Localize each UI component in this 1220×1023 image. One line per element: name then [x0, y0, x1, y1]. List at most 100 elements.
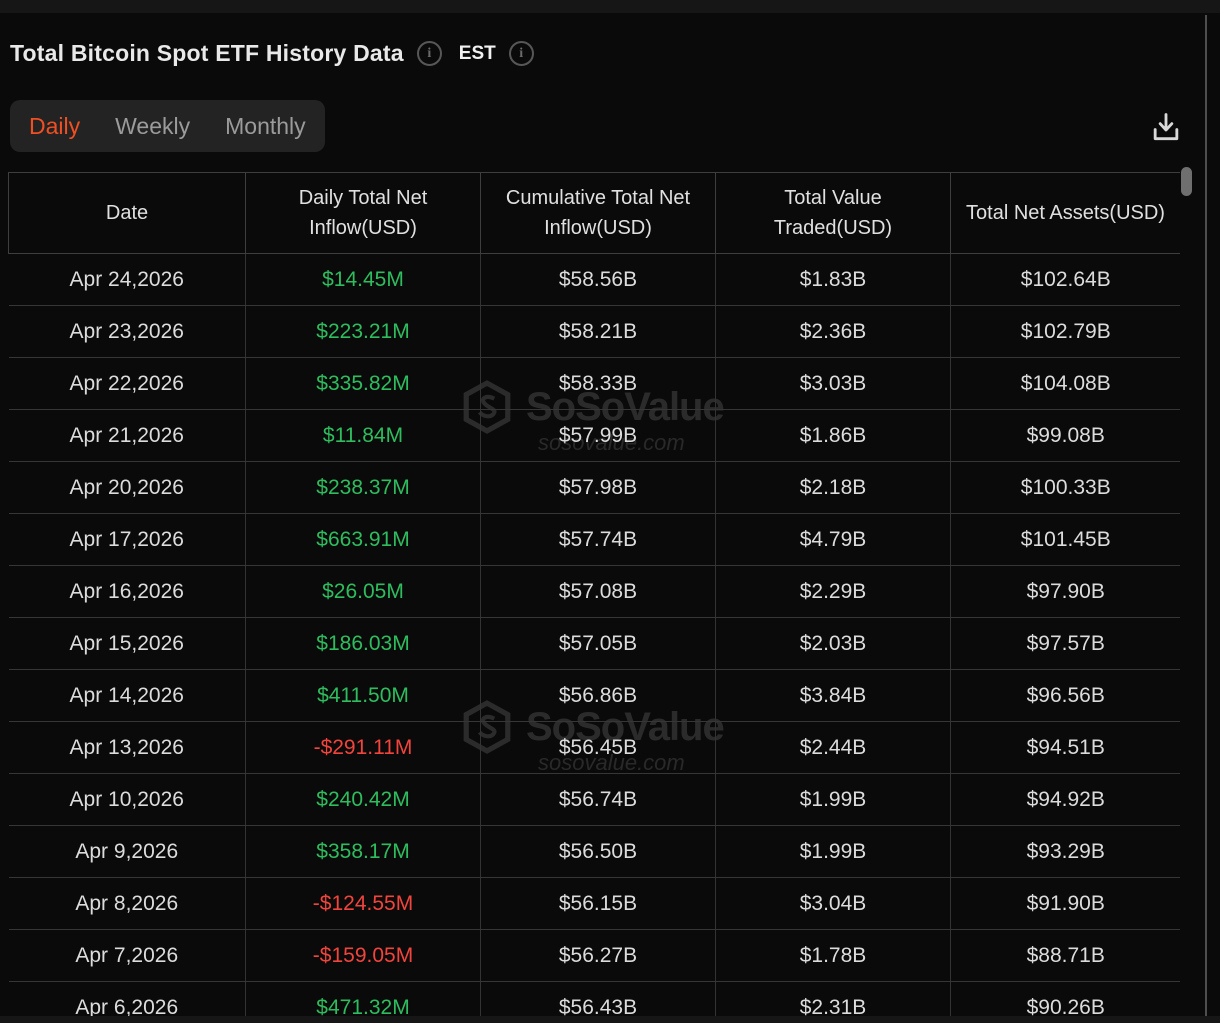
cell-date: Apr 7,2026 [8, 929, 246, 982]
cell-date: Apr 13,2026 [8, 721, 246, 774]
cell-daily-net-inflow: $11.84M [245, 409, 481, 462]
cell-value-traded: $2.36B [715, 305, 951, 358]
cell-value-traded: $2.44B [715, 721, 951, 774]
cell-value-traded: $2.31B [715, 981, 951, 1016]
cell-value-traded: $1.78B [715, 929, 951, 982]
cell-net-assets: $102.79B [950, 305, 1180, 358]
cell-daily-net-inflow: $335.82M [245, 357, 481, 410]
cell-cumulative-net-inflow: $56.27B [480, 929, 716, 982]
cell-daily-net-inflow: $240.42M [245, 773, 481, 826]
table-row: Apr 20,2026 $238.37M $57.98B $2.18B $100.33B [8, 461, 1180, 514]
cell-date: Apr 16,2026 [8, 565, 246, 618]
table-row: Apr 16,2026 $26.05M $57.08B $2.29B $97.90B [8, 565, 1180, 618]
cell-cumulative-net-inflow: $57.98B [480, 461, 716, 514]
column-header-daily-net-inflow: Daily Total Net Inflow(USD) [245, 172, 481, 254]
cell-date: Apr 21,2026 [8, 409, 246, 462]
tab-daily[interactable]: Daily [29, 112, 81, 139]
panel-header: Total Bitcoin Spot ETF History Data i ES… [10, 40, 534, 67]
cell-date: Apr 14,2026 [8, 669, 246, 722]
cell-daily-net-inflow: $14.45M [245, 253, 481, 306]
cell-cumulative-net-inflow: $57.08B [480, 565, 716, 618]
cell-cumulative-net-inflow: $58.33B [480, 357, 716, 410]
cell-value-traded: $1.99B [715, 773, 951, 826]
cell-value-traded: $3.84B [715, 669, 951, 722]
download-button[interactable] [1144, 103, 1188, 151]
cell-net-assets: $99.08B [950, 409, 1180, 462]
cell-value-traded: $2.18B [715, 461, 951, 514]
cell-net-assets: $97.57B [950, 617, 1180, 670]
table-row: Apr 7,2026 -$159.05M $56.27B $1.78B $88.71B [8, 929, 1180, 982]
cell-cumulative-net-inflow: $56.45B [480, 721, 716, 774]
table-row: Apr 21,2026 $11.84M $57.99B $1.86B $99.08B [8, 409, 1180, 462]
download-icon [1153, 113, 1179, 141]
cell-date: Apr 10,2026 [8, 773, 246, 826]
tab-monthly[interactable]: Monthly [225, 112, 306, 139]
table-row: Apr 14,2026 $411.50M $56.86B $3.84B $96.56B [8, 669, 1180, 722]
table-row: Apr 9,2026 $358.17M $56.50B $1.99B $93.29B [8, 825, 1180, 878]
cell-value-traded: $2.03B [715, 617, 951, 670]
cell-daily-net-inflow: -$159.05M [245, 929, 481, 982]
cell-daily-net-inflow: $411.50M [245, 669, 481, 722]
cell-date: Apr 22,2026 [8, 357, 246, 410]
column-header-date: Date [8, 172, 246, 254]
table-row: Apr 22,2026 $335.82M $58.33B $3.03B $104.08B [8, 357, 1180, 410]
table-body: Apr 24,2026 $14.45M $58.56B $1.83B $102.64B A… [8, 253, 1180, 1016]
cell-daily-net-inflow: $26.05M [245, 565, 481, 618]
cell-cumulative-net-inflow: $58.56B [480, 253, 716, 306]
cell-net-assets: $93.29B [950, 825, 1180, 878]
cell-daily-net-inflow: $223.21M [245, 305, 481, 358]
table-row: Apr 8,2026 -$124.55M $56.15B $3.04B $91.90B [8, 877, 1180, 930]
cell-cumulative-net-inflow: $56.43B [480, 981, 716, 1016]
cell-cumulative-net-inflow: $56.50B [480, 825, 716, 878]
cell-daily-net-inflow: $238.37M [245, 461, 481, 514]
cell-net-assets: $90.26B [950, 981, 1180, 1016]
cell-date: Apr 6,2026 [8, 981, 246, 1016]
cell-net-assets: $94.51B [950, 721, 1180, 774]
cell-net-assets: $91.90B [950, 877, 1180, 930]
cell-net-assets: $88.71B [950, 929, 1180, 982]
page-top-strip [0, 0, 1220, 13]
cell-date: Apr 20,2026 [8, 461, 246, 514]
table-row: Apr 15,2026 $186.03M $57.05B $2.03B $97.57B [8, 617, 1180, 670]
cell-value-traded: $4.79B [715, 513, 951, 566]
cell-daily-net-inflow: $186.03M [245, 617, 481, 670]
cell-cumulative-net-inflow: $57.05B [480, 617, 716, 670]
cell-daily-net-inflow: $471.32M [245, 981, 481, 1016]
cell-net-assets: $97.90B [950, 565, 1180, 618]
cell-net-assets: $100.33B [950, 461, 1180, 514]
cell-daily-net-inflow: -$124.55M [245, 877, 481, 930]
cell-value-traded: $1.99B [715, 825, 951, 878]
table-row: Apr 17,2026 $663.91M $57.74B $4.79B $101.45B [8, 513, 1180, 566]
cell-value-traded: $1.83B [715, 253, 951, 306]
column-header-value-traded: Total Value Traded(USD) [715, 172, 951, 254]
column-header-cumulative-net-inflow: Cumulative Total Net Inflow(USD) [480, 172, 716, 254]
cell-net-assets: $101.45B [950, 513, 1180, 566]
column-header-net-assets: Total Net Assets(USD) [950, 172, 1180, 254]
cell-cumulative-net-inflow: $56.74B [480, 773, 716, 826]
cell-net-assets: $104.08B [950, 357, 1180, 410]
cell-daily-net-inflow: $358.17M [245, 825, 481, 878]
period-tabs: Daily Weekly Monthly [10, 100, 325, 152]
tab-weekly[interactable]: Weekly [115, 112, 191, 139]
table-row: Apr 13,2026 -$291.11M $56.45B $2.44B $94.51B [8, 721, 1180, 774]
cell-cumulative-net-inflow: $58.21B [480, 305, 716, 358]
cell-value-traded: $2.29B [715, 565, 951, 618]
cell-cumulative-net-inflow: $56.86B [480, 669, 716, 722]
timezone-info-icon[interactable]: i [508, 41, 534, 66]
cell-value-traded: $1.86B [715, 409, 951, 462]
table-header: Date Daily Total Net Inflow(USD) Cumulat… [8, 172, 1180, 254]
page-title: Total Bitcoin Spot ETF History Data [10, 40, 404, 66]
cell-daily-net-inflow: $663.91M [245, 513, 481, 566]
cell-value-traded: $3.03B [715, 357, 951, 410]
cell-cumulative-net-inflow: $56.15B [480, 877, 716, 930]
cell-cumulative-net-inflow: $57.99B [480, 409, 716, 462]
title-info-icon[interactable]: i [416, 41, 442, 66]
page-bottom-strip [0, 1016, 1220, 1023]
cell-date: Apr 17,2026 [8, 513, 246, 566]
page-scrollbar-track-line [1205, 15, 1207, 1016]
cell-date: Apr 9,2026 [8, 825, 246, 878]
cell-value-traded: $3.04B [715, 877, 951, 930]
timezone-label: EST [458, 42, 496, 64]
table-scrollbar-thumb[interactable] [1181, 167, 1192, 196]
table-row: Apr 6,2026 $471.32M $56.43B $2.31B $90.26B [8, 981, 1180, 1016]
